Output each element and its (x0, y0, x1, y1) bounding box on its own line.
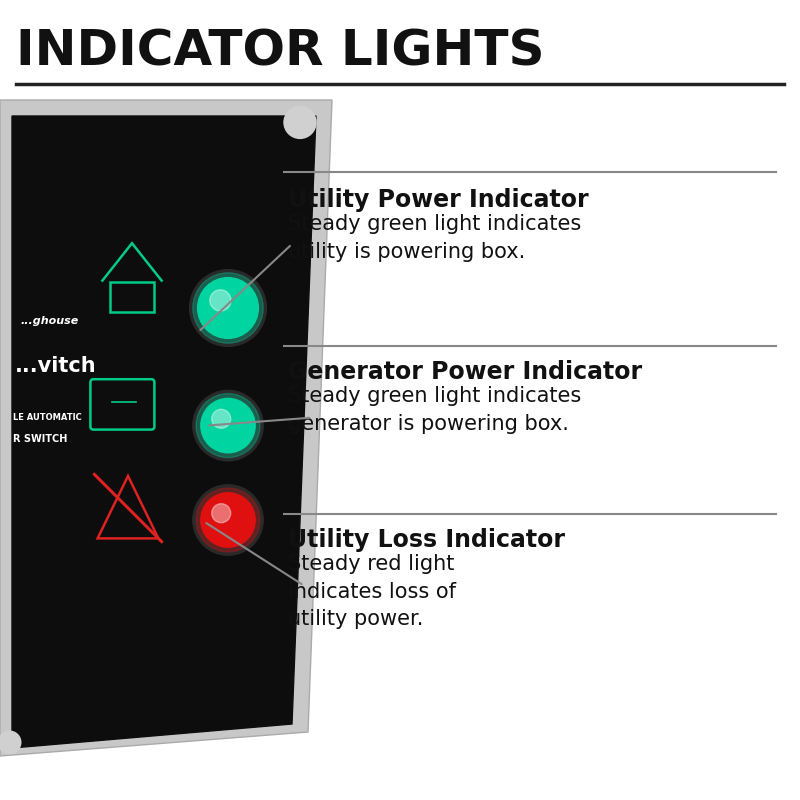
Polygon shape (12, 116, 316, 748)
Polygon shape (0, 100, 332, 756)
Circle shape (190, 270, 266, 346)
Circle shape (193, 273, 263, 343)
Text: Steady green light indicates
generator is powering box.: Steady green light indicates generator i… (288, 386, 582, 434)
Circle shape (0, 731, 21, 754)
Circle shape (198, 278, 258, 338)
Circle shape (193, 390, 263, 461)
Circle shape (193, 485, 263, 555)
Circle shape (201, 493, 255, 547)
Text: LE AUTOMATIC: LE AUTOMATIC (13, 413, 82, 422)
Circle shape (212, 504, 230, 522)
Text: ...vitch: ...vitch (14, 356, 96, 376)
Circle shape (201, 398, 255, 453)
Text: Utility Power Indicator: Utility Power Indicator (288, 188, 589, 212)
Text: Steady red light
indicates loss of
utility power.: Steady red light indicates loss of utili… (288, 554, 456, 629)
Circle shape (196, 488, 260, 552)
Text: ...ghouse: ...ghouse (20, 316, 78, 326)
Text: R SWITCH: R SWITCH (13, 434, 67, 443)
Text: Utility Loss Indicator: Utility Loss Indicator (288, 528, 565, 552)
Circle shape (212, 410, 230, 428)
Circle shape (196, 394, 260, 458)
Circle shape (210, 290, 231, 311)
Text: INDICATOR LIGHTS: INDICATOR LIGHTS (16, 28, 545, 76)
Circle shape (284, 106, 316, 138)
Text: Steady green light indicates
utility is powering box.: Steady green light indicates utility is … (288, 214, 582, 262)
Text: Generator Power Indicator: Generator Power Indicator (288, 360, 642, 384)
